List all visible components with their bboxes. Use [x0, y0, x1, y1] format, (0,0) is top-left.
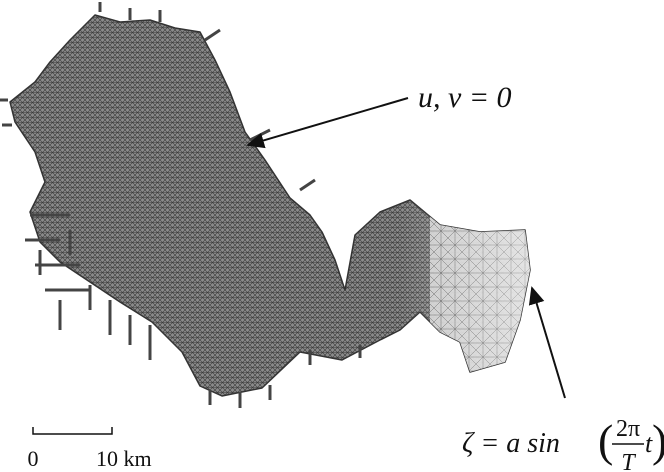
paren-right: )	[652, 415, 664, 466]
wall-label: u, v = 0	[418, 81, 512, 114]
scale-start: 0	[28, 446, 39, 471]
open-boundary-formula: ζ = a sin ( 2π T t )	[462, 415, 664, 472]
scale-bar	[33, 427, 112, 434]
bay-mesh	[10, 15, 530, 396]
wall-arrow	[248, 98, 408, 145]
formula-lhs: ζ = a sin	[462, 428, 560, 459]
scale-end: 10 km	[96, 446, 152, 471]
page: u, v = 0 ζ = a sin ( 2π T t ) 0 10 km ((…	[0, 0, 664, 472]
open-boundary-arrow	[532, 288, 565, 398]
formula-numerator: 2π	[616, 416, 640, 442]
figure: u, v = 0 ζ = a sin ( 2π T t ) 0 10 km	[0, 0, 664, 472]
formula-denominator: T	[621, 450, 636, 472]
east-mesh	[400, 190, 540, 380]
paren-left: (	[598, 415, 613, 466]
